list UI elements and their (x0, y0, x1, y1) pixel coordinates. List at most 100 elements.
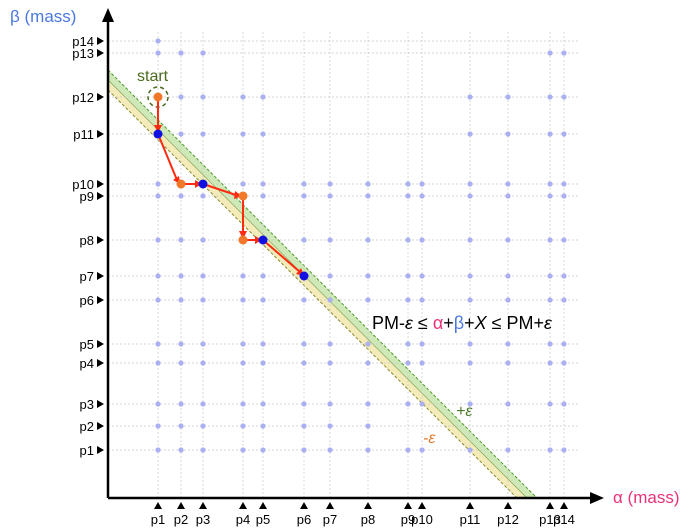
x-tick-label: p9 (401, 512, 415, 527)
grid-point (327, 237, 333, 243)
formula-plus: + (443, 313, 454, 333)
path-segment (157, 133, 178, 181)
y-tick-marker (97, 340, 104, 348)
grid-point (260, 423, 266, 429)
grid-point (155, 273, 161, 279)
grid-point (178, 360, 184, 366)
formula-x: X (474, 313, 488, 333)
orange-node (238, 191, 248, 201)
grid-point (505, 273, 511, 279)
grid-point (200, 423, 206, 429)
grid-point (467, 297, 473, 303)
y-tick-marker (97, 192, 104, 200)
grid-point (240, 94, 246, 100)
formula-le: ≤ (413, 313, 433, 333)
grid-point (419, 181, 425, 187)
grid-point (505, 360, 511, 366)
x-tick-label: p12 (497, 512, 519, 527)
blue-node (153, 129, 163, 139)
grid-point (301, 181, 307, 187)
grid-point (260, 447, 266, 453)
grid-point (200, 94, 206, 100)
grid-point (200, 401, 206, 407)
x-tick-label: p7 (323, 512, 337, 527)
grid-point (547, 237, 553, 243)
grid-point (505, 297, 511, 303)
grid-point (178, 401, 184, 407)
grid-point (547, 360, 553, 366)
y-tick-label: p2 (80, 419, 94, 434)
grid-point (561, 94, 567, 100)
grid-point (301, 423, 307, 429)
grid-point (405, 341, 411, 347)
grid-point (178, 297, 184, 303)
grid-point (405, 297, 411, 303)
grid-point (260, 360, 266, 366)
grid-point (405, 447, 411, 453)
grid-point (505, 447, 511, 453)
grid-point (561, 297, 567, 303)
grid-point (547, 273, 553, 279)
grid-point (327, 193, 333, 199)
grid-point (240, 341, 246, 347)
grid-point (505, 401, 511, 407)
arrowhead (234, 191, 242, 199)
grid-point (419, 341, 425, 347)
grid-point (327, 447, 333, 453)
y-tick-label: p10 (72, 177, 94, 192)
grid-point (467, 401, 473, 407)
x-tick-label: p13 (539, 512, 561, 527)
grid-point (419, 401, 425, 407)
grid-point (260, 341, 266, 347)
grid-point (547, 94, 553, 100)
grid-point (155, 193, 161, 199)
grid-point (155, 181, 161, 187)
plus-epsilon-label: +ε (456, 403, 473, 420)
x-tick-marker (466, 502, 474, 509)
x-tick-label: p2 (174, 512, 188, 527)
x-tick-marker (259, 502, 267, 509)
orange-node (153, 92, 163, 102)
grid-point (561, 131, 567, 137)
grid-point (505, 131, 511, 137)
blue-node (258, 235, 268, 245)
start-label: start (137, 68, 169, 85)
mass-constraint-formula: PM-ε ≤ α+β+X ≤ PM+ε (372, 313, 553, 333)
grid-point (260, 401, 266, 407)
grid-point (178, 273, 184, 279)
grid-point (327, 181, 333, 187)
grid-point (547, 341, 553, 347)
grid-point (547, 297, 553, 303)
grid-point (301, 297, 307, 303)
formula-alpha: α (433, 313, 443, 333)
grid-point (561, 193, 567, 199)
grid-point (327, 273, 333, 279)
grid-point (178, 193, 184, 199)
grid-point (260, 181, 266, 187)
grid-point (178, 50, 184, 56)
grid-point (419, 447, 425, 453)
arrowhead (239, 231, 247, 239)
grid-point (200, 50, 206, 56)
grid-point (200, 297, 206, 303)
grid-point (178, 131, 184, 137)
grid-point (467, 94, 473, 100)
grid-point (240, 131, 246, 137)
grid-point (419, 273, 425, 279)
y-tick-marker (97, 272, 104, 280)
grid-point (561, 401, 567, 407)
grid-point (301, 341, 307, 347)
search-path: start (137, 68, 309, 281)
y-tick-label: p11 (73, 127, 94, 142)
grid-point (561, 273, 567, 279)
x-tick-marker (504, 502, 512, 509)
x-axis-arrow (590, 492, 604, 504)
grid-point (405, 181, 411, 187)
x-tick-marker (300, 502, 308, 509)
grid-point (200, 131, 206, 137)
formula-le-pm-plus: ≤ PM+ (487, 313, 544, 333)
grid-point (561, 237, 567, 243)
grid-point (155, 38, 161, 44)
y-tick-label: p13 (72, 46, 94, 61)
grid-point (301, 360, 307, 366)
